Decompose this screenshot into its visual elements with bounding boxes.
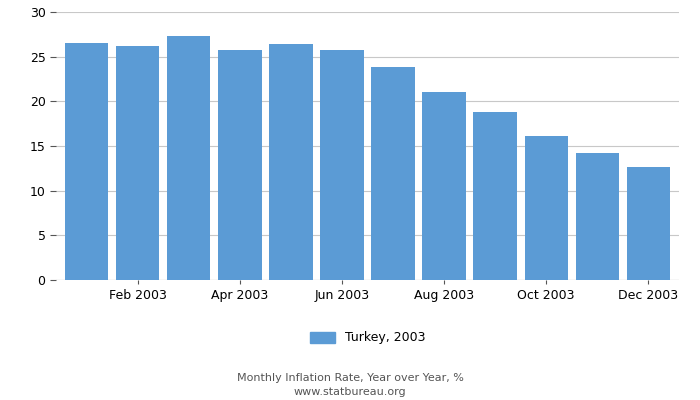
Bar	[65, 43, 108, 280]
Bar	[473, 112, 517, 280]
Bar	[321, 50, 364, 280]
Bar	[218, 50, 262, 280]
Bar	[626, 168, 670, 280]
Bar	[270, 44, 313, 280]
Text: Monthly Inflation Rate, Year over Year, %: Monthly Inflation Rate, Year over Year, …	[237, 373, 463, 383]
Bar	[371, 67, 414, 280]
Bar	[167, 36, 211, 280]
Bar	[575, 153, 619, 280]
Bar	[422, 92, 466, 280]
Bar	[116, 46, 160, 280]
Legend: Turkey, 2003: Turkey, 2003	[304, 326, 430, 350]
Text: www.statbureau.org: www.statbureau.org	[294, 387, 406, 397]
Bar	[524, 136, 568, 280]
